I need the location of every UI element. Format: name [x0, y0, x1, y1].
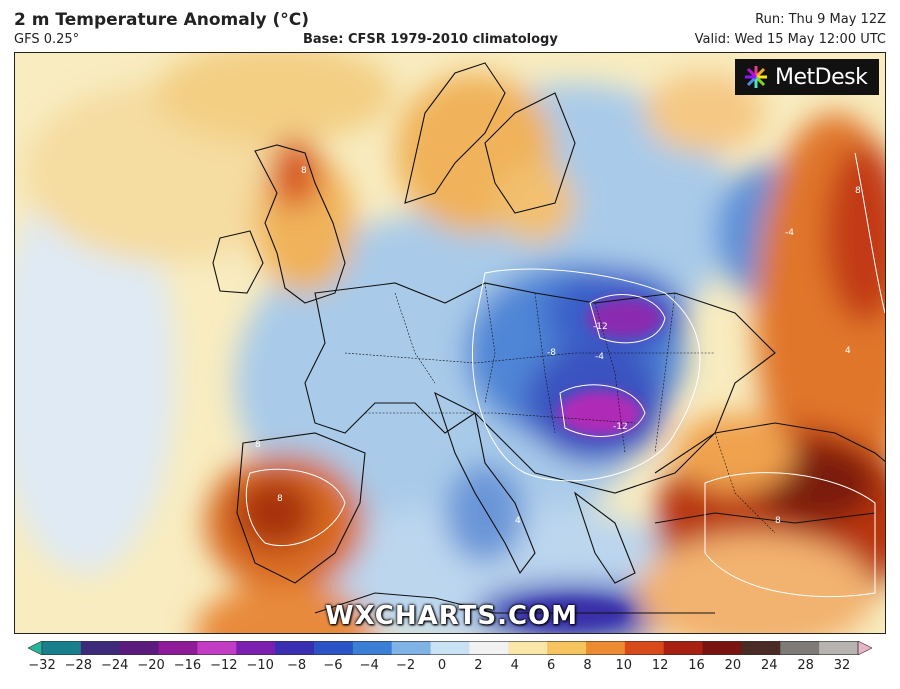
- colorbar-tick-label: 8: [583, 658, 592, 673]
- colorbar-tick-label: 16: [688, 658, 705, 673]
- contour-label: 4: [845, 346, 851, 356]
- colorbar-segment: [702, 641, 742, 655]
- colorbar-tick-label: 6: [546, 658, 556, 673]
- colorbar-segment: [119, 641, 160, 655]
- contour-label: 8: [301, 166, 307, 176]
- colorbar-frame: [41, 641, 859, 655]
- colorbar-tick-label: 10: [615, 658, 633, 673]
- colorbar-segment: [352, 641, 393, 655]
- colorbar-segment: [780, 641, 820, 655]
- contour-labels: -12 -12 -8 -4 -4 8 8 8 8 4 8 4: [255, 166, 861, 526]
- colorbar-tick-label: −20: [137, 658, 165, 673]
- colorbar-segment: [624, 641, 665, 655]
- colorbar-tick-label: 4: [510, 658, 519, 673]
- colorbar-segment: [508, 641, 548, 655]
- colorbar-min-extension: [27, 640, 43, 656]
- colorbar-tick-label: 20: [724, 658, 742, 673]
- climatology-base-label: Base: CFSR 1979-2010 climatology: [303, 32, 558, 47]
- colorbar-segment: [741, 641, 781, 655]
- colorbar-tick-label: −24: [101, 658, 129, 673]
- colorbar-segment: [236, 641, 276, 655]
- colorbar-segment: [586, 641, 626, 655]
- colorbar-tick-label: 28: [797, 658, 814, 673]
- map-canvas: -12 -12 -8 -4 -4 8 8 8 8 4 8 4: [15, 53, 885, 633]
- colorbar-segment: [80, 641, 121, 655]
- colorbar-segment: [430, 641, 470, 655]
- colorbar-max-extension: [857, 640, 873, 656]
- colorbar-tick-label: −8: [286, 658, 307, 673]
- colorbar-segment: [275, 641, 315, 655]
- contour-label: 4: [515, 516, 521, 526]
- model-label: GFS 0.25°: [14, 32, 80, 47]
- colorbar-segment: [819, 641, 859, 655]
- contour-label: -12: [593, 322, 608, 332]
- colorbar-tick-label: 24: [760, 658, 778, 673]
- colorbar-segment: [547, 641, 587, 655]
- contour-label: -4: [595, 352, 604, 362]
- colorbar-tick-label: −32: [28, 658, 56, 673]
- colorbar-ticks: −32 −28 −24 −20 −16 −12 −10 −8 −6 −4 −2 0 2 4 6 8 10 12 16…: [28, 658, 850, 674]
- colorbar-tick-label: −4: [359, 658, 379, 673]
- wxcharts-watermark: WXCHARTS.COM: [325, 601, 579, 631]
- colorbar-segment: [663, 641, 704, 655]
- colorbar-tick-label: 32: [833, 658, 851, 673]
- colorbar-segment: [158, 641, 198, 655]
- colorbar-segment: [391, 641, 432, 655]
- colorbar-tick-label: −16: [173, 658, 202, 673]
- valid-time-label: Valid: Wed 15 May 12:00 UTC: [694, 32, 886, 47]
- contour-label: 8: [855, 186, 861, 196]
- chart-title: 2 m Temperature Anomaly (°C): [14, 10, 310, 30]
- metdesk-burst-icon: [745, 66, 767, 88]
- colorbar-svg: [27, 640, 873, 656]
- strong-anomaly-cores: [510, 298, 663, 627]
- colorbar-segment: [469, 641, 509, 655]
- colorbar-segment: [197, 641, 237, 655]
- country-borders: [344, 282, 776, 534]
- run-time-label: Run: Thu 9 May 12Z: [755, 12, 886, 27]
- contour-label: 8: [277, 494, 283, 504]
- contour-label: -8: [547, 348, 556, 358]
- colorbar-segment: [314, 641, 354, 655]
- colorbar-tick-label: −12: [210, 658, 238, 673]
- colorbar-tick-label: 2: [474, 658, 483, 673]
- colorbar-tick-label: −28: [64, 658, 93, 673]
- colorbar: [27, 640, 873, 656]
- colorbar-segment: [42, 641, 82, 655]
- contour-label: 8: [255, 440, 261, 450]
- colorbar-tick-label: −6: [323, 658, 343, 673]
- colorbar-tick-label: −10: [246, 658, 274, 673]
- colorbar-tick-label: 12: [651, 658, 669, 673]
- contour-label: -12: [613, 422, 628, 432]
- anomaly-contours: [245, 152, 885, 598]
- colorbar-tick-label: 0: [437, 658, 447, 673]
- metdesk-logo: MetDesk: [735, 59, 879, 95]
- contour-label: 8: [775, 516, 781, 526]
- contour-label: -4: [785, 228, 794, 238]
- temperature-anomaly-map: -12 -12 -8 -4 -4 8 8 8 8 4 8 4: [14, 52, 886, 634]
- colorbar-tick-label: −2: [396, 658, 416, 673]
- metdesk-brand-name: MetDesk: [775, 64, 868, 90]
